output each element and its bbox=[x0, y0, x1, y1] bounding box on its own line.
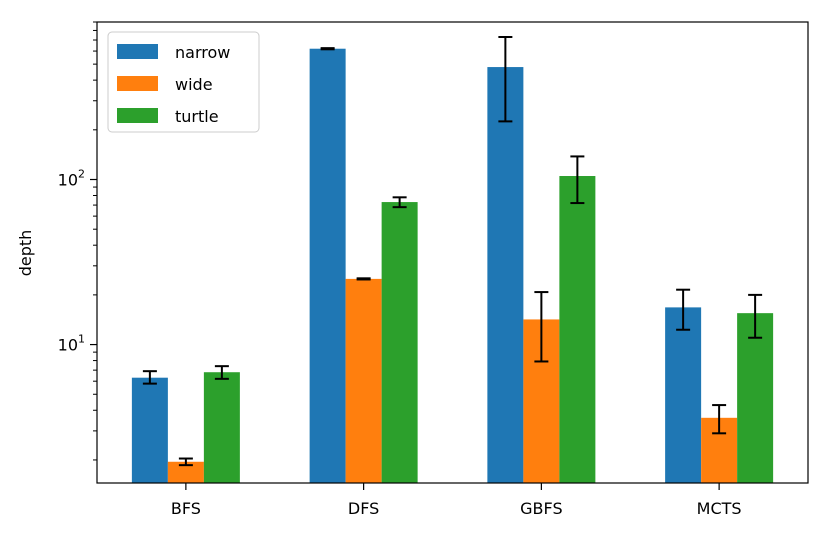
bar-turtle-gbfs bbox=[559, 176, 596, 483]
bar-wide-bfs bbox=[167, 461, 204, 483]
y-tick-label: 102 bbox=[58, 168, 85, 190]
bar-wide-dfs bbox=[345, 278, 382, 483]
y-axis-label: depth bbox=[16, 230, 35, 277]
y-tick-label: 101 bbox=[58, 333, 85, 355]
bar-narrow-dfs bbox=[309, 48, 346, 483]
y-tick-label-base: 10 bbox=[58, 336, 78, 355]
axes-frame bbox=[96, 21, 809, 484]
bar-narrow-gbfs bbox=[487, 67, 524, 484]
bar-narrow-bfs bbox=[131, 377, 168, 483]
legend-label-turtle: turtle bbox=[175, 107, 219, 126]
x-tick-label-bfs: BFS bbox=[171, 499, 201, 518]
legend-swatch-turtle bbox=[117, 108, 158, 123]
legend: narrow wide turtle bbox=[107, 31, 260, 133]
bar-turtle-dfs bbox=[381, 202, 418, 483]
bar-turtle-bfs bbox=[203, 372, 240, 483]
y-tick-label-base: 10 bbox=[58, 171, 78, 190]
legend-label-wide: wide bbox=[175, 75, 213, 94]
bar-narrow-mcts bbox=[665, 307, 702, 483]
y-tick-label-exponent: 2 bbox=[78, 168, 85, 181]
x-tick-label-mcts: MCTS bbox=[697, 499, 742, 518]
legend-label-narrow: narrow bbox=[175, 43, 230, 62]
legend-swatch-wide bbox=[117, 76, 158, 91]
bar-turtle-mcts bbox=[737, 313, 774, 483]
x-tick-label-dfs: DFS bbox=[348, 499, 379, 518]
legend-swatch-narrow bbox=[117, 44, 158, 59]
x-tick-label-gbfs: GBFS bbox=[520, 499, 562, 518]
y-tick-label-exponent: 1 bbox=[78, 333, 85, 346]
